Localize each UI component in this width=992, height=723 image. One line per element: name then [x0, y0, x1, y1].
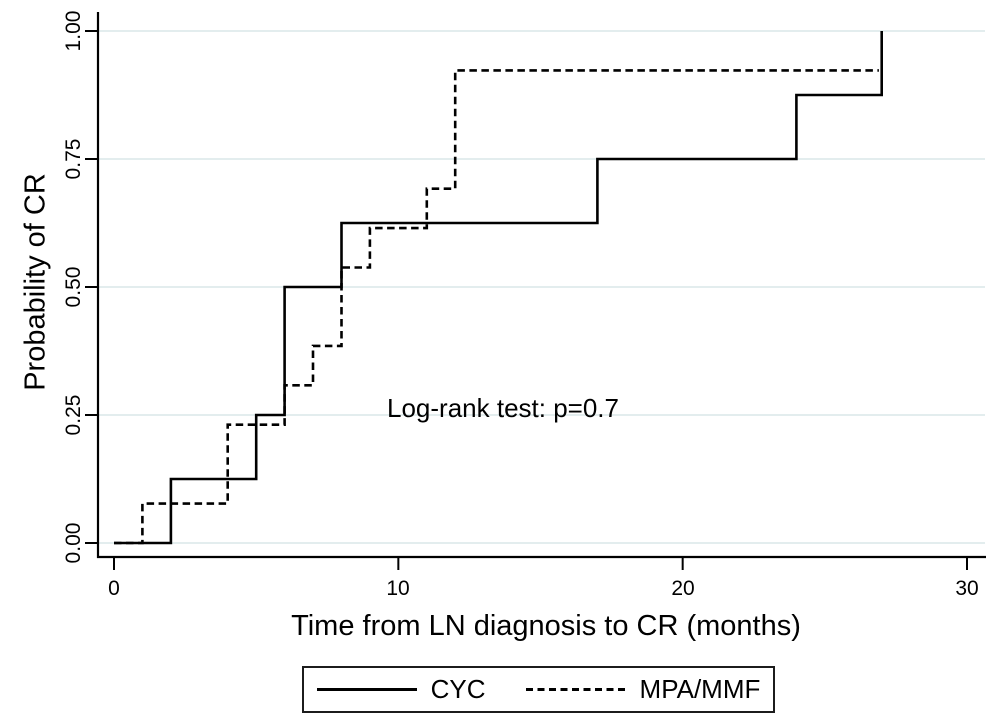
y-tick-label-0.25: 0.25: [62, 394, 85, 436]
x-tick-label-20: 20: [671, 577, 695, 600]
x-tick-label-10: 10: [386, 577, 410, 600]
legend-label-mpa-mmf: MPA/MMF: [639, 674, 761, 704]
legend-label-cyc: CYC: [430, 674, 486, 704]
legend-line-solid-icon: [316, 688, 417, 691]
y-tick-label-0.50: 0.50: [62, 266, 85, 308]
x-tick-label-30: 30: [955, 577, 979, 600]
y-tick-label-0.00: 0.00: [62, 522, 85, 564]
log-rank-annotation: Log-rank test: p=0.7: [387, 393, 619, 423]
y-tick-label-1.00: 1.00: [62, 10, 85, 52]
y-axis-title: Probability of CR: [19, 173, 52, 391]
y-tick-label-0.75: 0.75: [62, 138, 85, 180]
legend-line-dashed-icon: [525, 688, 626, 691]
mpa-mmf-curve: [114, 69, 879, 545]
x-tick-label-0: 0: [108, 577, 120, 600]
legend: CYC MPA/MMF: [302, 666, 775, 713]
x-axis-title: Time from LN diagnosis to CR (months): [291, 610, 801, 642]
